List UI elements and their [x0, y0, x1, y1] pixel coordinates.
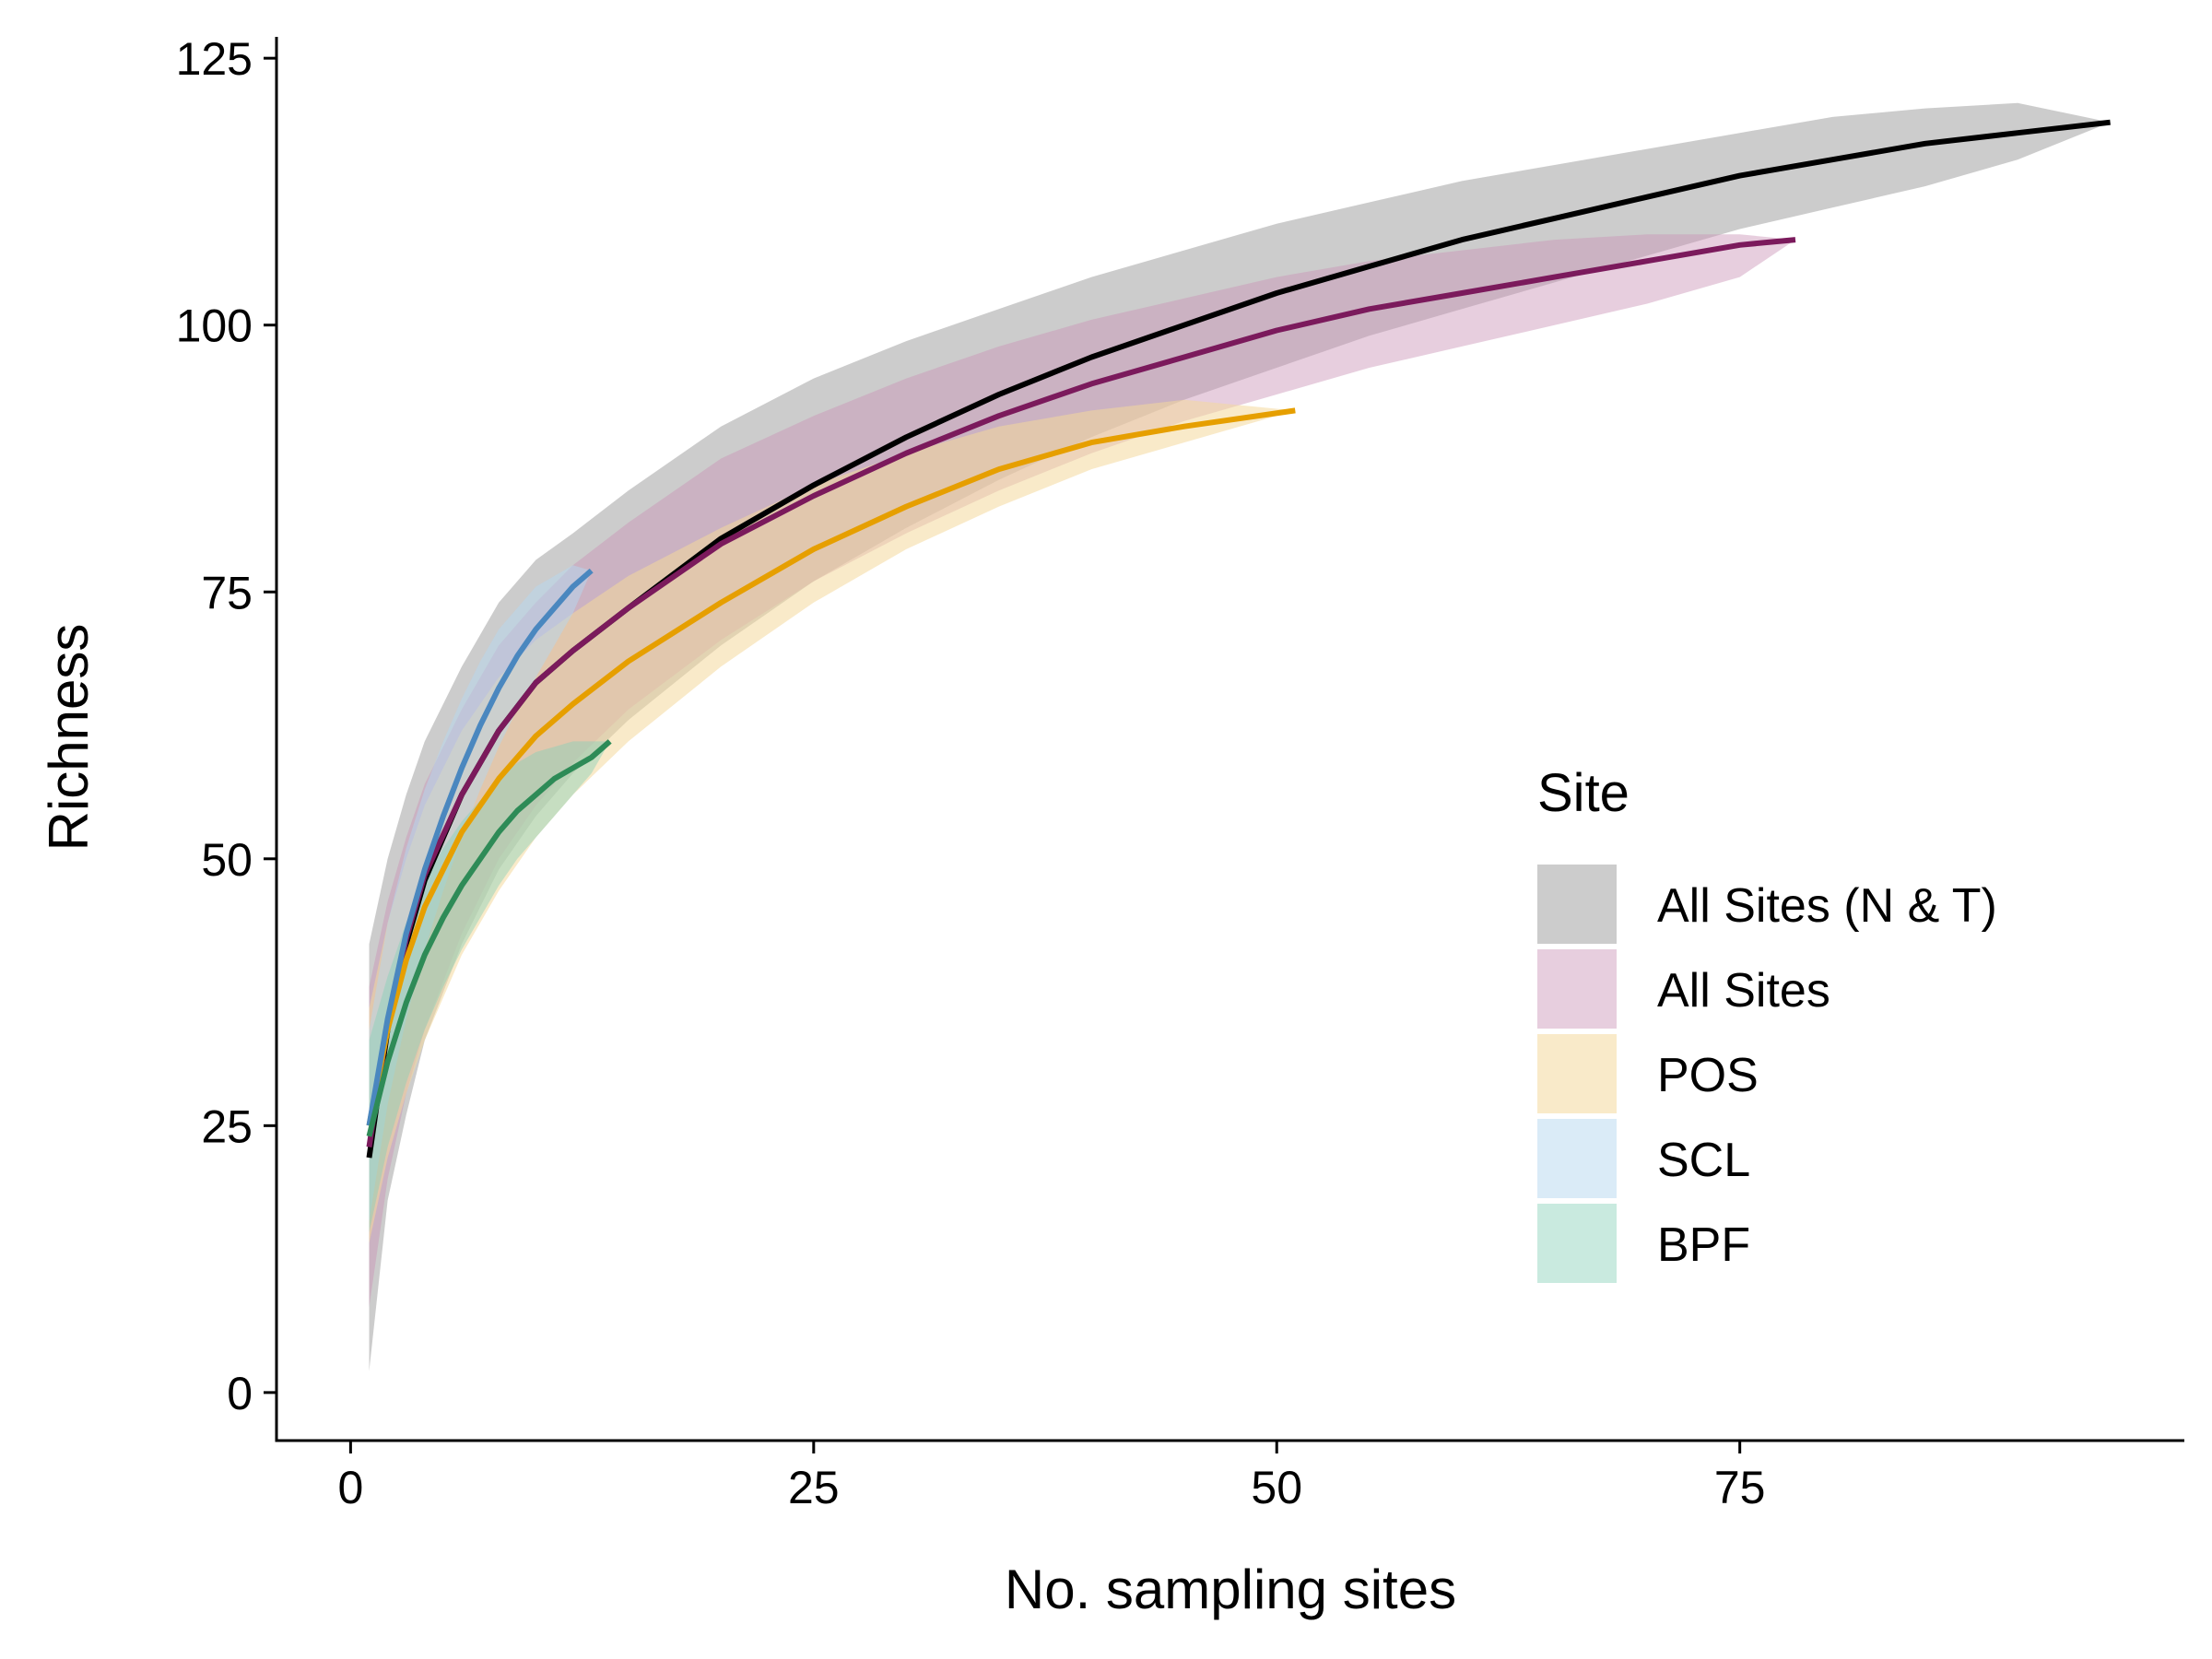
y-ticks: 0 25 50 75 100 125 — [176, 33, 276, 1419]
series-lines — [366, 119, 2111, 1159]
y-tick-label: 125 — [176, 33, 253, 85]
band-bpf — [369, 741, 610, 1233]
x-tick-label: 0 — [337, 1462, 363, 1513]
line-pos — [366, 407, 1296, 1126]
legend-label-all-sites-n-t: All Sites (N & T) — [1657, 879, 1997, 933]
legend-label-scl: SCL — [1657, 1134, 1750, 1187]
y-tick-label: 75 — [201, 567, 253, 618]
band-scl — [369, 565, 592, 1222]
legend-swatch-all-sites — [1537, 949, 1617, 1029]
line-bpf — [366, 739, 612, 1137]
x-tick-label: 75 — [1714, 1462, 1766, 1513]
legend-label-all-sites: All Sites — [1657, 964, 1830, 1018]
legend-title: Site — [1537, 763, 1630, 823]
line-scl — [366, 568, 594, 1126]
x-tick-label: 50 — [1251, 1462, 1302, 1513]
line-all-sites — [366, 237, 1796, 1147]
x-tick-label: 25 — [788, 1462, 840, 1513]
legend-swatch-scl — [1537, 1119, 1617, 1198]
legend-swatch-all-sites-n-t — [1537, 865, 1617, 944]
legend-label-bpf: BPF — [1657, 1218, 1750, 1272]
y-tick-label: 0 — [227, 1368, 253, 1419]
legend-label-pos: POS — [1657, 1049, 1759, 1102]
legend-swatch-pos — [1537, 1034, 1617, 1113]
y-axis-title: Richness — [38, 624, 100, 852]
band-pos — [369, 399, 1296, 1243]
y-tick-label: 25 — [201, 1100, 253, 1152]
band-all-sites-n-t — [369, 102, 2111, 1371]
x-axis-title: No. sampling sites — [1005, 1559, 1456, 1620]
band-all-sites — [369, 234, 1795, 1308]
legend-swatch-bpf — [1537, 1204, 1617, 1283]
axes — [275, 37, 2184, 1442]
y-tick-label: 100 — [176, 300, 253, 352]
legend: Site All Sites (N & T) All Sites POS SCL BPF — [1537, 763, 1997, 1283]
legend-items: All Sites (N & T) All Sites POS SCL BPF — [1537, 865, 1997, 1283]
x-ticks: 0 25 50 75 — [337, 1441, 1765, 1513]
y-tick-label: 50 — [201, 834, 253, 886]
confidence-bands — [369, 102, 2111, 1371]
